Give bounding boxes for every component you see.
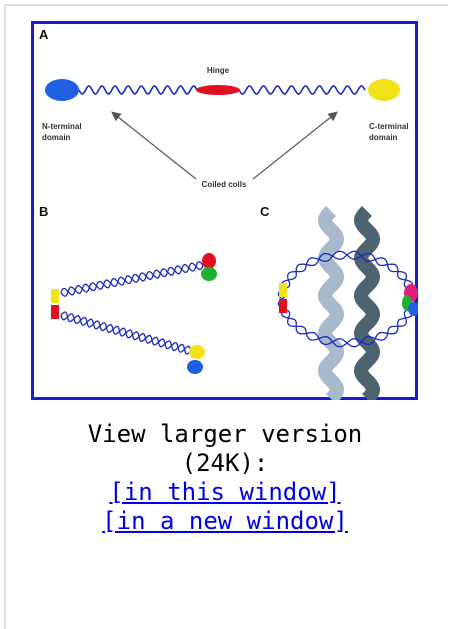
figure-border: [31, 21, 418, 400]
figure-shape: [60, 262, 204, 296]
figure-shape: [196, 85, 240, 95]
figure-shape: [78, 85, 198, 95]
content-frame: [4, 4, 448, 629]
caption-text: (24K):: [181, 449, 269, 477]
link[interactable]: [in a new window]: [102, 507, 348, 535]
figure-label: Hinge: [207, 66, 230, 75]
figure-shape: [252, 111, 338, 180]
figure-shape: [202, 253, 216, 269]
figure-label: N-terminal: [42, 122, 82, 131]
figure-label: domain: [42, 133, 71, 142]
figure-shape: [368, 79, 400, 101]
figure-drawing: [45, 79, 418, 400]
panel-label: B: [39, 204, 48, 219]
figure-shape: [51, 289, 59, 303]
figure-shape: [60, 311, 192, 355]
figure-shape: [279, 283, 287, 297]
figure-shape: [353, 206, 381, 400]
panel-label: A: [39, 27, 49, 42]
figure-shape: [187, 360, 203, 374]
figure-shape: [51, 305, 59, 319]
caption: View larger version (24K): [in this wind…: [0, 420, 450, 536]
link[interactable]: [in this window]: [109, 478, 341, 506]
figure-shape: [189, 345, 205, 359]
figure-label: C-terminal: [369, 122, 409, 131]
figure-label: Coiled coils: [202, 180, 247, 189]
figure-shape: [317, 206, 345, 400]
figure-label: domain: [369, 133, 398, 142]
figure-thumbnail[interactable]: A Hinge N-terminal domain C-terminal dom…: [31, 21, 418, 400]
panel-label: C: [260, 204, 270, 219]
caption-text: View larger version: [87, 420, 363, 448]
figure-shape: [279, 299, 287, 313]
figure-shape: [201, 267, 217, 281]
figure-shape: [408, 302, 418, 316]
figure-shape: [45, 79, 79, 101]
figure-shape: [111, 111, 197, 180]
figure-shape: [238, 85, 366, 95]
